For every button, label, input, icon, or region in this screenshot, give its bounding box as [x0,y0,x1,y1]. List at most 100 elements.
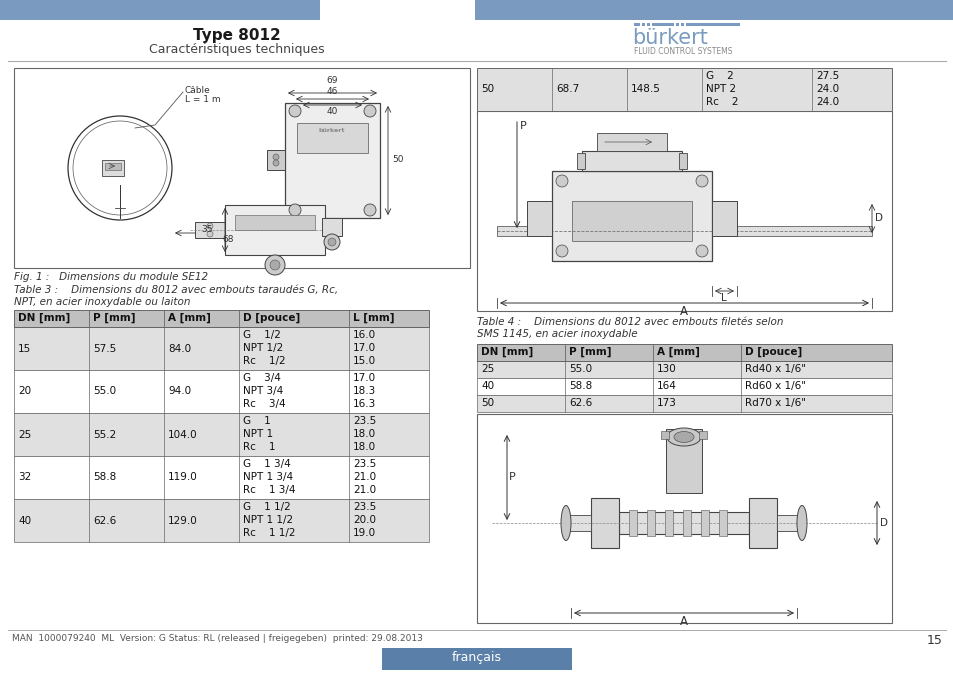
Text: 58.8: 58.8 [92,472,116,483]
Text: D: D [879,518,887,528]
Bar [102,160,124,176]
Text: 40: 40 [480,381,494,391]
Text: Rc    1 3/4: Rc 1 3/4 [243,485,295,495]
Text: bürkert: bürkert [631,28,707,48]
Text: NPT 1: NPT 1 [243,429,273,439]
Bar [665,429,701,493]
Text: G    1 1/2: G 1 1/2 [243,502,291,512]
Text: NPT 3/4: NPT 3/4 [243,386,283,396]
Text: 104.0: 104.0 [168,429,197,439]
Circle shape [696,175,707,187]
Bar [285,103,379,218]
Text: 24.0: 24.0 [815,97,839,107]
Text: 46: 46 [326,87,337,96]
Text: SMS 1145, en acier inoxydable: SMS 1145, en acier inoxydable [476,329,637,339]
Circle shape [364,105,375,117]
Text: Rc    1 1/2: Rc 1 1/2 [243,528,295,538]
Ellipse shape [796,505,806,540]
Text: 17.0: 17.0 [353,343,375,353]
Text: 25: 25 [480,364,494,374]
Bar [322,218,341,236]
Circle shape [207,231,213,237]
Bar [476,378,891,395]
Text: NPT 1 3/4: NPT 1 3/4 [243,472,293,482]
Ellipse shape [673,431,693,443]
Ellipse shape [560,505,571,540]
Bar [565,515,590,531]
Bar [680,23,683,26]
Text: 23.5: 23.5 [353,416,375,426]
Bar [700,510,708,536]
Text: G    1/2: G 1/2 [243,330,280,340]
Text: 15: 15 [926,634,942,647]
Text: A: A [679,615,687,628]
Bar [676,23,679,26]
Text: A [mm]: A [mm] [168,313,211,323]
Bar [719,510,726,536]
Bar [194,222,225,238]
Text: P [mm]: P [mm] [92,313,135,323]
Bar [646,510,655,536]
Bar [14,327,429,370]
Bar [577,153,584,169]
Bar [711,201,737,236]
Text: 68: 68 [222,235,233,244]
Text: bürkert: bürkert [318,128,345,133]
Text: L: L [720,293,726,303]
Bar [0,0,319,20]
Text: 35: 35 [201,225,213,234]
Text: 173: 173 [657,398,677,408]
Text: 119.0: 119.0 [168,472,197,483]
Text: 55.0: 55.0 [92,386,116,396]
Circle shape [289,204,301,216]
Text: Rd70 x 1/6": Rd70 x 1/6" [744,398,805,408]
Text: 21.0: 21.0 [353,485,375,495]
Text: 62.6: 62.6 [568,398,592,408]
Text: 69: 69 [326,76,337,85]
Circle shape [696,245,707,257]
Text: 94.0: 94.0 [168,386,191,396]
Bar [597,133,666,151]
Text: G    3/4: G 3/4 [243,373,280,383]
Text: 50: 50 [392,155,403,164]
Text: 50: 50 [480,85,494,94]
Text: NPT 2: NPT 2 [705,84,736,94]
Bar [267,150,285,170]
Text: 148.5: 148.5 [630,85,660,94]
Bar [590,498,618,548]
Text: 20.0: 20.0 [353,515,375,525]
Bar [476,361,891,378]
Text: français: français [452,651,501,664]
Text: 23.5: 23.5 [353,459,375,469]
Text: 62.6: 62.6 [92,516,116,526]
Text: 25: 25 [18,429,31,439]
Text: 23.5: 23.5 [353,502,375,512]
Bar [682,510,690,536]
Bar [641,23,644,26]
Text: Rc    1/2: Rc 1/2 [243,356,285,366]
Text: 17.0: 17.0 [353,373,375,383]
Text: 18.0: 18.0 [353,429,375,439]
Circle shape [207,223,213,229]
Text: NPT 1 1/2: NPT 1 1/2 [243,515,293,525]
Bar [476,68,891,111]
Text: Type 8012: Type 8012 [193,28,280,43]
Bar [105,163,121,170]
Bar [748,498,776,548]
Bar [14,68,470,268]
Text: L [mm]: L [mm] [353,313,395,323]
Text: 130: 130 [657,364,676,374]
Text: NPT 1/2: NPT 1/2 [243,343,283,353]
Bar [572,201,691,241]
Circle shape [265,255,285,275]
Text: 21.0: 21.0 [353,472,375,482]
Text: Câble: Câble [185,86,211,95]
Text: 19.0: 19.0 [353,528,375,538]
Circle shape [273,160,278,166]
Bar [660,431,668,439]
Text: 40: 40 [326,107,337,116]
Text: 57.5: 57.5 [92,343,116,353]
Text: G    1: G 1 [243,416,271,426]
Circle shape [364,204,375,216]
Bar [14,310,429,327]
